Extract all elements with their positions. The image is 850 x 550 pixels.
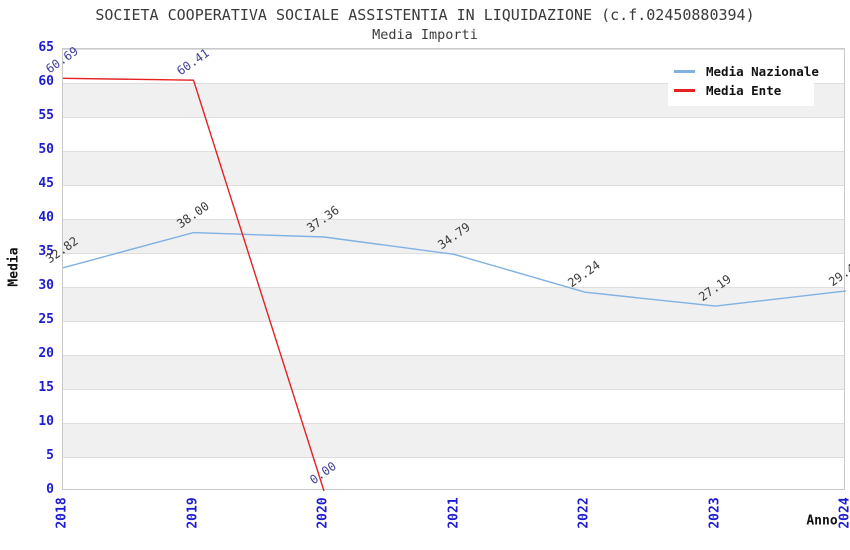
y-tick-label-45: 45	[38, 176, 54, 191]
legend-label-media-nazionale: Media Nazionale	[706, 64, 819, 79]
y-tick-label-0: 0	[46, 482, 54, 497]
y-tick-label-30: 30	[38, 278, 54, 293]
chart-subtitle: Media Importi	[372, 27, 478, 43]
x-axis-title: Anno	[806, 513, 838, 529]
y-axis-title: Media	[6, 247, 22, 287]
y-tick-label-25: 25	[38, 312, 54, 327]
y-tick-label-65: 65	[38, 40, 54, 55]
y-tick-label-35: 35	[38, 244, 54, 259]
y-tick-label-10: 10	[38, 414, 54, 429]
x-tick-label-2018: 2018	[54, 497, 70, 529]
y-tick-label-55: 55	[38, 108, 54, 123]
y-tick-label-5: 5	[46, 448, 54, 463]
media-ente-line-swatch-icon	[674, 89, 695, 92]
x-tick-label-2020: 2020	[315, 497, 331, 529]
line-media-ente	[62, 77, 325, 492]
series-lines	[62, 77, 847, 492]
chart-title: SOCIETA COOPERATIVA SOCIALE ASSISTENTIA …	[95, 6, 755, 24]
y-tick-label-60: 60	[38, 74, 54, 89]
line-media-nazionale	[62, 231, 847, 307]
legend: Media Nazionale Media Ente	[668, 56, 819, 106]
y-tick-label-40: 40	[38, 210, 54, 225]
legend-item-media-ente: Media Ente	[674, 81, 810, 100]
x-tick-label-2022: 2022	[576, 497, 592, 529]
y-tick-label-20: 20	[38, 346, 54, 361]
x-tick-label-2023: 2023	[707, 497, 722, 529]
y-tick-label-50: 50	[38, 142, 54, 157]
legend-item-media-nazionale: Media Nazionale	[674, 62, 819, 81]
legend-label-media-ente: Media Ente	[706, 83, 782, 98]
plot-area	[62, 48, 847, 492]
y-tick-label-15: 15	[38, 380, 54, 395]
x-tick-label-2021: 2021	[446, 497, 461, 529]
x-tick-label-2019: 2019	[185, 497, 200, 529]
x-tick-label-2024: 2024	[837, 497, 850, 529]
media-nazionale-line-swatch-icon	[674, 70, 695, 73]
